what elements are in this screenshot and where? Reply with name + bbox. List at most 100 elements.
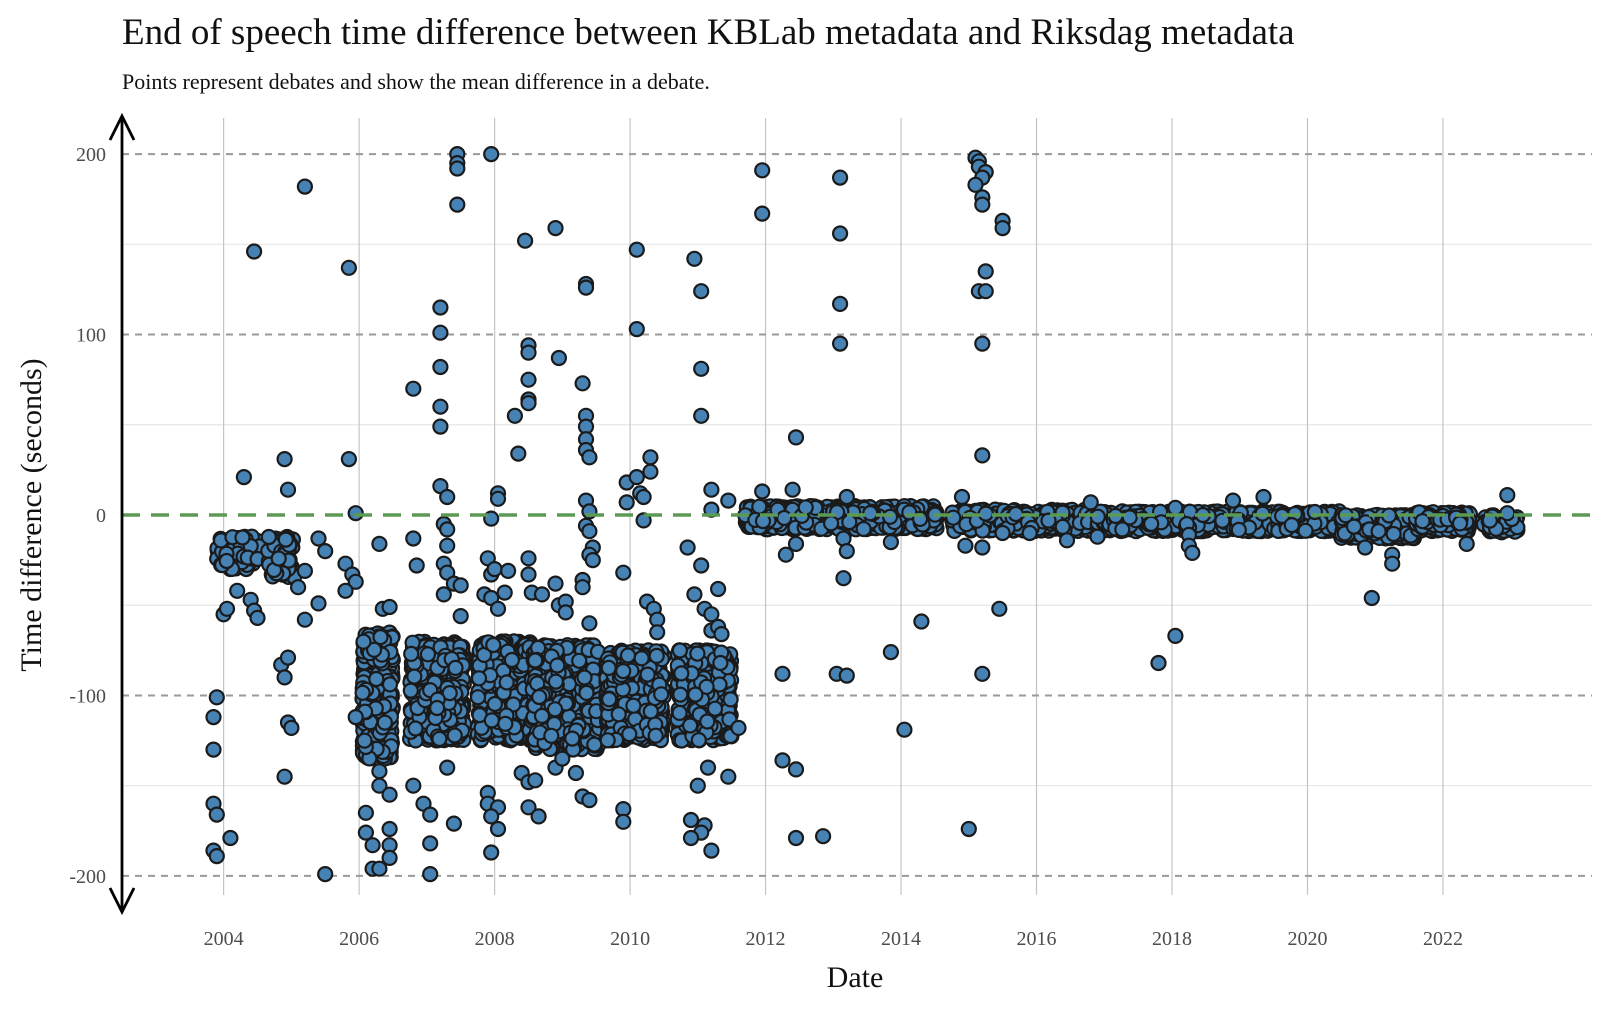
data-point: [712, 654, 729, 672]
data-point: [1143, 515, 1160, 532]
data-point: [279, 649, 297, 666]
data-point: [547, 673, 565, 690]
data-point: [533, 707, 551, 725]
data-point: [447, 659, 464, 677]
data-point: [354, 684, 371, 701]
data-point: [208, 847, 225, 865]
data-point: [639, 666, 656, 683]
data-point: [337, 582, 354, 599]
data-point: [368, 670, 385, 688]
data-point: [431, 730, 448, 748]
chart-subtitle: Points represent debates and show the me…: [122, 69, 710, 94]
data-point: [483, 712, 500, 729]
data-point: [564, 730, 581, 747]
data-point: [208, 689, 225, 706]
data-point: [549, 657, 566, 674]
data-point: [543, 727, 560, 744]
data-point: [841, 513, 858, 531]
data-point: [690, 731, 707, 749]
data-point: [497, 715, 514, 732]
data-point: [357, 804, 374, 821]
data-point: [208, 806, 225, 823]
data-point: [625, 697, 642, 714]
data-point: [862, 505, 879, 522]
data-point: [1114, 521, 1131, 538]
data-point: [776, 509, 793, 527]
data-point: [586, 736, 603, 753]
data-point: [276, 768, 293, 785]
data-point: [371, 763, 388, 780]
data-point: [671, 704, 688, 722]
data-point: [1007, 505, 1024, 523]
data-point: [1054, 518, 1071, 536]
data-point: [531, 688, 548, 706]
data-point: [249, 609, 266, 627]
data-point: [1306, 503, 1324, 521]
data-point: [296, 611, 313, 628]
data-point: [276, 669, 293, 686]
data-point: [205, 708, 222, 726]
data-point: [381, 786, 398, 803]
data-point: [571, 652, 588, 669]
data-point: [446, 727, 463, 744]
data-point: [672, 686, 689, 703]
data-point: [419, 646, 436, 663]
data-point: [485, 636, 502, 654]
data-point: [470, 670, 488, 687]
data-point: [578, 684, 595, 702]
data-point: [469, 689, 487, 706]
data-point: [408, 557, 425, 574]
data-point: [347, 505, 364, 522]
data-point: [340, 451, 357, 468]
data-point: [689, 645, 706, 662]
data-point: [205, 741, 222, 758]
data-point: [229, 582, 246, 599]
data-point: [647, 727, 664, 744]
data-point: [381, 820, 398, 838]
data-point: [722, 691, 739, 708]
data-point: [1385, 525, 1402, 543]
data-point: [260, 528, 277, 546]
data-point: [441, 684, 458, 702]
data-point: [706, 700, 724, 717]
data-point: [235, 469, 252, 486]
data-point: [503, 651, 520, 669]
data-point: [355, 633, 372, 650]
data-point: [381, 598, 398, 616]
data-point: [855, 520, 872, 538]
data-point: [881, 508, 899, 525]
data-point: [621, 725, 638, 743]
data-point: [610, 706, 627, 723]
data-point: [619, 647, 637, 664]
data-point: [283, 719, 300, 737]
data-point: [317, 542, 334, 560]
data-point: [296, 178, 313, 195]
data-point: [296, 562, 313, 580]
data-point: [246, 243, 263, 260]
data-point: [405, 380, 422, 397]
data-point: [1230, 521, 1247, 539]
data-point: [310, 595, 327, 612]
data-point: [290, 579, 307, 596]
data-point: [642, 703, 659, 720]
data-point: [234, 529, 251, 546]
data-point: [671, 642, 689, 659]
data-point: [429, 699, 446, 717]
data-point: [576, 669, 593, 686]
data-point: [371, 535, 388, 553]
data-point: [381, 849, 398, 867]
data-point: [407, 720, 424, 737]
data-point: [402, 682, 419, 699]
data-point: [600, 659, 617, 677]
data-point: [366, 641, 383, 658]
data-point: [340, 259, 357, 276]
data-point: [599, 732, 616, 749]
data-point: [276, 451, 293, 468]
data-point: [270, 550, 287, 567]
data-point: [317, 865, 334, 883]
data-point: [277, 531, 294, 548]
data-point: [1283, 516, 1300, 534]
data-point: [1451, 515, 1469, 532]
data-point: [600, 691, 618, 708]
